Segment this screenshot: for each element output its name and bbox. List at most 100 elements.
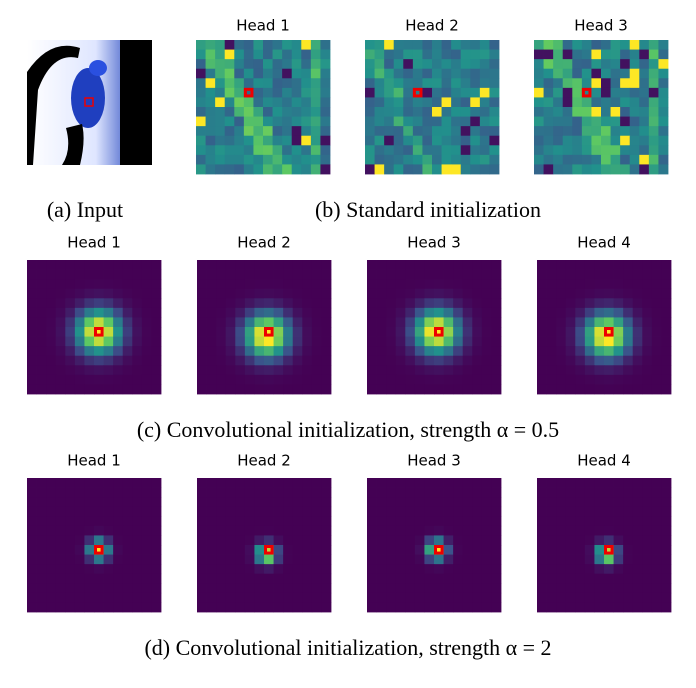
cell xyxy=(225,384,236,395)
cell xyxy=(84,478,95,488)
cell xyxy=(151,573,162,584)
cell xyxy=(604,298,614,309)
cell xyxy=(591,40,602,50)
cell xyxy=(414,288,425,299)
cell xyxy=(546,269,557,280)
cell xyxy=(122,516,133,527)
cell xyxy=(365,154,375,165)
cell xyxy=(216,279,227,290)
cell xyxy=(55,307,66,318)
cell xyxy=(462,346,473,357)
cell xyxy=(122,592,133,603)
cell xyxy=(272,164,283,175)
cell xyxy=(556,317,567,328)
cell xyxy=(572,49,583,60)
cell xyxy=(441,97,452,108)
cell xyxy=(443,346,454,357)
cell xyxy=(604,374,614,385)
cell xyxy=(36,279,47,290)
cell xyxy=(311,516,322,527)
cell xyxy=(302,583,313,594)
cell xyxy=(594,545,605,555)
cell xyxy=(405,554,416,565)
cell xyxy=(453,506,464,517)
cell xyxy=(613,525,624,536)
cell xyxy=(302,592,313,603)
cell xyxy=(365,116,375,127)
cell xyxy=(132,478,143,488)
cell xyxy=(443,317,454,328)
cell xyxy=(629,126,640,137)
cell xyxy=(642,260,653,270)
cell xyxy=(65,545,76,555)
cell xyxy=(311,355,322,366)
cell xyxy=(46,384,57,395)
cell xyxy=(367,506,377,517)
cell xyxy=(623,602,634,613)
caption: (b) Standard initialization xyxy=(315,197,541,222)
cell xyxy=(632,374,643,385)
cell xyxy=(205,145,216,156)
cell xyxy=(661,487,672,498)
cell xyxy=(610,116,621,127)
cell xyxy=(414,374,425,385)
cell xyxy=(36,269,47,280)
cell xyxy=(481,279,492,290)
cell xyxy=(376,269,387,280)
cell xyxy=(283,602,294,613)
cell xyxy=(434,583,444,594)
cell xyxy=(27,573,37,584)
cell xyxy=(103,307,114,318)
cell xyxy=(451,68,462,79)
cell xyxy=(74,506,85,517)
cell xyxy=(562,135,573,146)
cell xyxy=(575,564,586,575)
heatmap xyxy=(537,260,672,395)
cell xyxy=(197,478,207,488)
cell xyxy=(36,260,47,270)
cell xyxy=(565,336,576,347)
cell xyxy=(264,336,274,347)
cell xyxy=(481,545,492,555)
cell xyxy=(658,107,669,117)
cell xyxy=(320,116,331,127)
cell xyxy=(27,336,37,347)
cell xyxy=(395,279,406,290)
cell xyxy=(225,269,236,280)
cell xyxy=(604,545,614,555)
cell xyxy=(367,336,377,347)
cell xyxy=(205,59,216,70)
cell xyxy=(642,269,653,280)
cell xyxy=(311,497,322,508)
cell xyxy=(610,40,621,50)
cell xyxy=(84,592,95,603)
cell xyxy=(365,49,375,60)
cell xyxy=(151,298,162,309)
cell xyxy=(244,298,255,309)
cell xyxy=(479,126,490,137)
cell xyxy=(543,164,554,175)
cell xyxy=(651,269,662,280)
cell xyxy=(74,374,85,385)
cell xyxy=(320,154,331,165)
cell xyxy=(225,365,236,376)
cell xyxy=(565,545,576,555)
cell xyxy=(264,525,274,536)
cell xyxy=(491,365,502,376)
cell xyxy=(141,554,152,565)
cell xyxy=(55,384,66,395)
cell xyxy=(470,59,481,70)
cell xyxy=(562,49,573,60)
cell xyxy=(225,592,236,603)
cell xyxy=(196,78,206,89)
cell xyxy=(460,164,471,175)
cell xyxy=(74,554,85,565)
cell xyxy=(414,516,425,527)
cell xyxy=(74,478,85,488)
cell xyxy=(291,164,302,175)
cell xyxy=(472,307,483,318)
cell xyxy=(46,346,57,357)
cell xyxy=(403,145,414,156)
caption: (a) Input xyxy=(47,197,123,222)
cell xyxy=(479,49,490,60)
